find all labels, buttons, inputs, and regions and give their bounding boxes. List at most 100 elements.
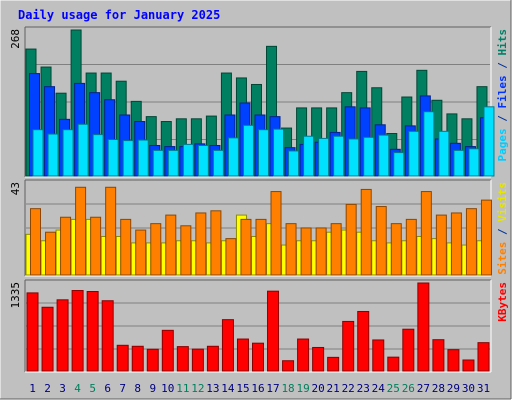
bar-pages-day-10 [167,149,179,177]
bar-pages-day-24 [378,134,390,177]
panel-pages_files_hits: 268 Pages / Files / Hits [9,26,509,178]
bar-sites-day-26 [405,218,417,276]
bar-kbytes-day-23 [357,310,370,372]
bar-kbytes-day-29 [447,349,460,372]
bar-pages-day-29 [453,149,465,177]
bar-pages-day-14 [227,137,239,177]
x-tick-label-day-24: 24 [372,382,386,395]
chart-title: Daily usage for January 2025 [18,8,220,22]
series-kbytes [26,282,490,372]
bar-pages-day-1 [32,129,44,177]
bar-kbytes-day-19 [297,338,310,372]
x-tick-label-day-9: 9 [149,382,156,395]
bar-kbytes-day-30 [462,359,475,372]
x-tick-label-day-14: 14 [221,382,235,395]
x-tick-label-day-21: 21 [327,382,340,395]
bar-kbytes-day-25 [387,356,400,372]
bar-pages-day-8 [137,139,149,177]
x-tick-label-day-20: 20 [312,382,325,395]
bar-sites-day-20 [315,227,327,276]
bar-sites-day-10 [165,214,177,276]
bar-kbytes-day-27 [417,282,430,372]
bar-kbytes-day-22 [342,320,355,372]
bar-sites-day-24 [375,206,387,276]
x-tick-label-day-11: 11 [176,382,189,395]
bar-sites-day-12 [195,212,207,276]
bar-pages-day-18 [288,150,300,177]
bar-kbytes-day-7 [116,344,129,372]
series-axis-label-part: KBytes [496,282,509,322]
bar-pages-day-6 [107,139,119,177]
bar-pages-day-27 [423,111,435,177]
bar-sites-day-23 [360,188,372,276]
panel-kbytes: 1335 KBytes [9,279,509,373]
bar-kbytes-day-11 [176,346,189,372]
x-tick-label-day-31: 31 [477,382,490,395]
x-tick-label-day-15: 15 [236,382,249,395]
bar-sites-day-18 [285,223,297,276]
bar-sites-day-9 [150,223,162,276]
bar-sites-day-16 [255,218,267,276]
x-tick-label-day-28: 28 [432,382,445,395]
bar-pages-day-22 [348,138,360,177]
x-tick-label-day-25: 25 [387,382,400,395]
bar-kbytes-day-8 [131,345,144,372]
bar-pages-day-13 [212,149,224,177]
y-max-label: 1335 [9,282,22,309]
y-max-label: 268 [9,29,22,49]
series-axis-label-part: Sites [496,242,509,275]
bar-kbytes-day-14 [221,319,234,372]
bar-pages-day-26 [408,130,420,177]
bar-sites-day-5 [90,216,102,276]
bar-kbytes-day-31 [477,342,490,372]
x-tick-label-day-22: 22 [342,382,355,395]
bar-sites-day-25 [390,223,402,276]
bar-kbytes-day-20 [312,346,325,372]
bar-pages-day-15 [242,124,254,177]
bar-sites-day-6 [105,186,117,276]
bar-kbytes-day-26 [402,328,415,372]
bar-pages-day-4 [77,123,89,177]
bar-sites-day-15 [240,218,252,276]
bar-kbytes-day-18 [282,360,295,372]
bar-sites-day-4 [75,186,87,276]
bar-sites-day-21 [330,223,342,276]
bar-kbytes-day-9 [146,348,159,372]
bar-kbytes-day-6 [101,300,114,372]
bar-sites-day-17 [270,191,282,276]
bar-kbytes-day-13 [206,345,219,372]
bar-kbytes-day-12 [191,348,204,372]
bar-pages-day-2 [47,133,59,177]
bar-kbytes-day-10 [161,329,174,372]
bar-sites-day-19 [300,227,312,276]
x-tick-label-day-17: 17 [266,382,279,395]
bar-sites-day-22 [345,203,357,276]
x-tick-label-day-30: 30 [462,382,475,395]
bar-pages-day-31 [483,106,495,177]
panel-sites_visits: 43 Sites / Visits [9,179,509,277]
bar-pages-day-25 [393,152,405,177]
bar-pages-day-20 [318,137,330,177]
bar-kbytes-day-21 [327,356,340,372]
x-tick-label-day-12: 12 [191,382,204,395]
bar-sites-day-2 [45,231,57,276]
bar-sites-day-27 [420,191,432,276]
x-axis-day-labels: 1 2 3 4 5 6 7 8 9 10 11 12 13 14 15 16 17 18 19 20 21 22 23 24 2… [29,382,490,395]
series-axis-label: Sites / Visits [496,182,509,275]
x-tick-label-day-18: 18 [281,382,294,395]
series-axis-label-part: / [496,109,509,129]
bar-pages-day-11 [182,143,194,177]
bar-sites-day-3 [60,216,72,276]
series-axis-label-part: Visits [496,182,509,222]
series-axis-label-part: / [496,222,509,242]
x-tick-label-day-23: 23 [357,382,370,395]
x-tick-label-day-26: 26 [402,382,415,395]
x-tick-label-day-7: 7 [119,382,126,395]
bar-kbytes-day-28 [432,339,445,372]
bar-sites-day-1 [30,208,41,276]
bar-pages-day-9 [152,149,164,177]
bar-kbytes-day-1 [26,292,39,372]
bar-pages-day-28 [438,130,450,177]
bar-pages-day-30 [468,148,480,177]
bar-pages-day-12 [197,144,209,177]
